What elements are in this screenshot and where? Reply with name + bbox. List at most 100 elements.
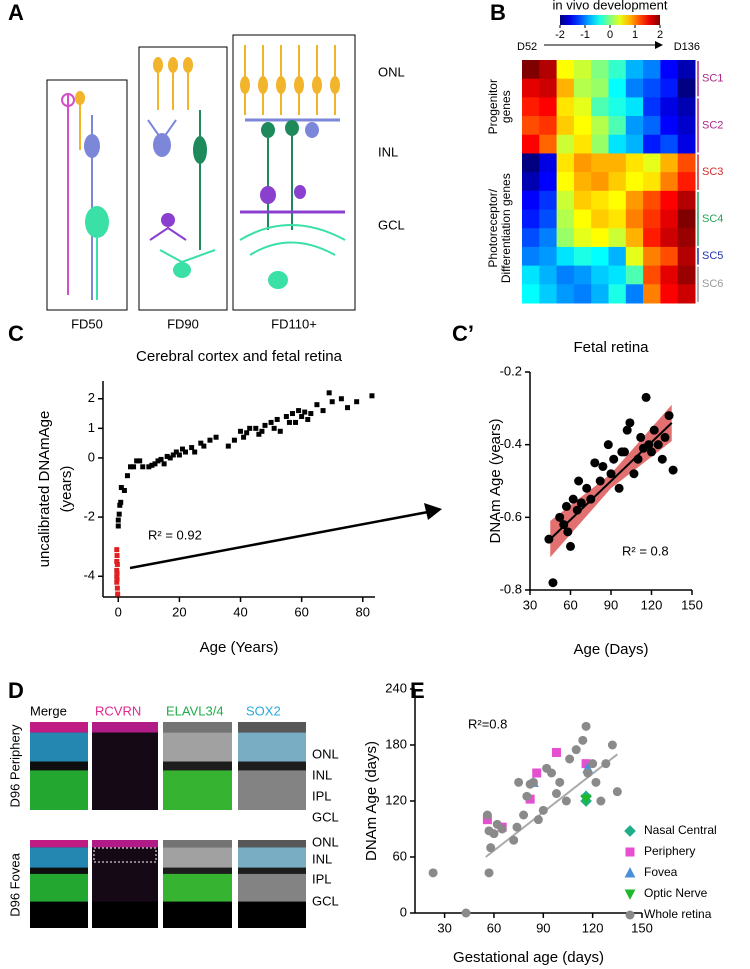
y-tick-label: -2	[83, 509, 95, 524]
heatmap-cell	[522, 209, 540, 229]
marker	[244, 430, 250, 436]
row-label: D96 Periphery	[7, 724, 22, 808]
layer-label: ONL	[378, 64, 405, 79]
heatmap-cell	[539, 134, 558, 154]
heatmap-cell	[625, 134, 644, 154]
heatmap-cell	[677, 209, 696, 229]
heatmap-cell	[660, 60, 679, 80]
tissue-layer	[238, 732, 306, 762]
heatmap-cell	[608, 228, 627, 248]
heatmap-cell	[573, 97, 592, 117]
chart-title: Fetal retina	[573, 339, 649, 356]
heatmap-cell	[660, 78, 679, 98]
tissue-layer	[30, 840, 88, 848]
heatmap-cell	[660, 246, 679, 267]
heatmap-cell	[677, 134, 696, 154]
marker	[114, 576, 120, 582]
marker	[555, 512, 565, 522]
heatmap-cell	[522, 284, 540, 304]
heatmap-cell	[608, 78, 627, 98]
marker	[286, 419, 292, 425]
tissue-layer	[30, 761, 88, 771]
marker	[114, 573, 120, 579]
colorbar-tick-label: 0	[607, 29, 613, 41]
marker	[660, 432, 670, 442]
marker	[636, 432, 646, 442]
legend-label: Optic Nerve	[644, 886, 708, 900]
heatmap-cell	[573, 209, 592, 229]
heatmap-cell	[556, 78, 575, 98]
heatmap-cell	[643, 228, 661, 248]
heatmap-cell	[591, 228, 609, 248]
x-tick-label: 120	[582, 920, 604, 935]
marker	[302, 409, 308, 415]
layer-label: GCL	[378, 217, 405, 232]
x-axis-label: Gestational age (days)	[453, 949, 604, 966]
layer-label: INL	[312, 851, 332, 866]
marker	[598, 461, 608, 471]
marker	[586, 494, 596, 504]
marker	[489, 829, 499, 839]
heatmap-cell	[643, 78, 661, 98]
tissue-layer	[238, 847, 306, 868]
heatmap-cell	[625, 78, 644, 98]
panel-label: C’	[452, 321, 474, 346]
heatmap-cell	[522, 265, 540, 285]
colorbar-tick-label: -1	[580, 29, 590, 41]
marker	[583, 768, 593, 778]
heatmap-cell	[625, 284, 644, 304]
heatmap-cell	[591, 60, 609, 80]
marker	[601, 759, 611, 769]
y-tick-label: -0.4	[500, 436, 522, 451]
highlight-box	[93, 847, 157, 863]
heatmap-cell	[539, 265, 558, 285]
heatmap-cell	[625, 265, 644, 285]
marker	[614, 483, 624, 493]
cluster-label: SC6	[702, 278, 723, 290]
marker	[320, 408, 326, 414]
heatmap-cell	[643, 265, 661, 285]
group-label: Photoreceptor/	[486, 188, 500, 267]
marker	[189, 445, 195, 451]
tissue-layer	[163, 722, 232, 733]
tissue-layer	[163, 847, 232, 868]
heatmap-cell	[573, 60, 592, 80]
heatmap-cell	[556, 172, 575, 192]
heatmap-cell	[660, 97, 679, 117]
legend-label: Nasal Central	[644, 823, 717, 837]
marker	[576, 498, 586, 508]
heatmap-cell	[556, 153, 575, 173]
heatmap-cell	[522, 172, 540, 192]
heatmap-cell	[573, 153, 592, 173]
marker	[114, 547, 120, 553]
heatmap-cell	[608, 97, 627, 117]
marker	[532, 768, 542, 778]
marker	[114, 567, 120, 573]
tissue-layer	[30, 867, 88, 874]
marker	[620, 447, 629, 457]
marker	[137, 458, 143, 464]
marker	[116, 511, 122, 517]
x-tick-label: 120	[641, 597, 663, 612]
marker	[581, 759, 591, 769]
marker	[179, 446, 185, 452]
layer-label: INL	[312, 767, 332, 782]
heatmap-cell	[591, 284, 609, 304]
heatmap-cell	[539, 153, 558, 173]
marker	[308, 411, 314, 417]
heatmap-cell	[539, 228, 558, 248]
heatmap-cell	[643, 134, 661, 154]
marker	[528, 777, 538, 787]
panel-a-drawing	[46, 34, 356, 311]
heatmap-cell	[556, 284, 575, 304]
marker	[158, 456, 164, 462]
heatmap-cell	[643, 116, 661, 136]
colorbar-tick-label: 1	[632, 29, 638, 41]
marker	[198, 440, 204, 446]
colorbar-title: in vivo development	[553, 0, 668, 12]
marker	[247, 425, 253, 431]
marker	[277, 428, 283, 434]
marker	[566, 541, 575, 551]
marker	[603, 440, 613, 450]
tissue-layer	[92, 840, 158, 848]
